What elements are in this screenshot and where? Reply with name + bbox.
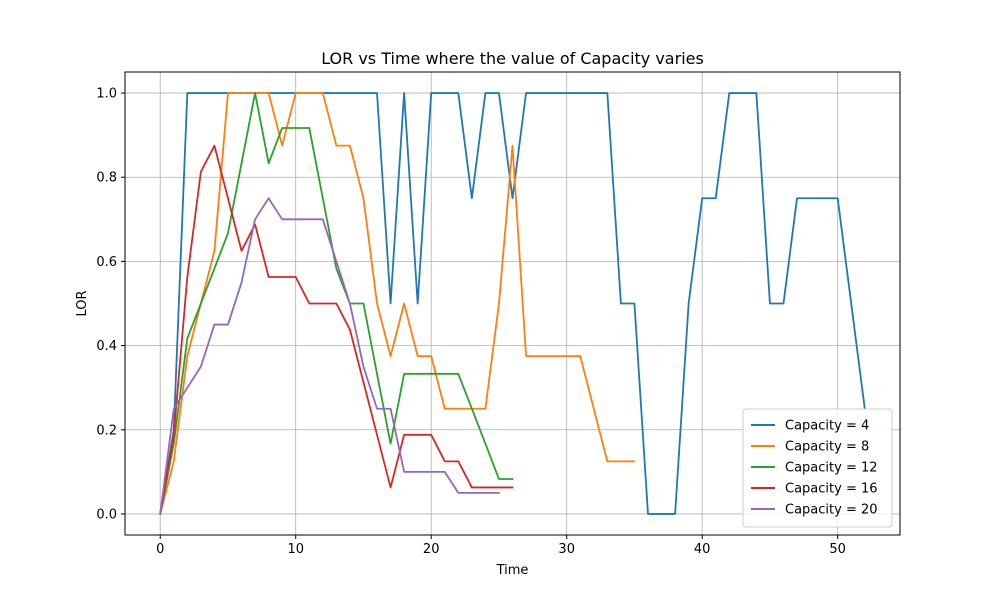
x-tick-label: 10: [287, 542, 304, 557]
legend-label-0: Capacity = 4: [785, 419, 869, 434]
series-line-1: [159, 92, 636, 516]
x-tick-label: 40: [694, 542, 711, 557]
y-tick-label: 0.0: [96, 507, 117, 522]
series-line-0: [159, 92, 866, 515]
x-tick-label: 20: [423, 542, 440, 557]
y-tick-label: 0.8: [96, 171, 117, 186]
series-line-2: [159, 92, 514, 516]
chart-title: LOR vs Time where the value of Capacity …: [321, 49, 704, 68]
y-tick-label: 0.4: [96, 339, 117, 354]
series-line-3: [159, 144, 514, 515]
legend-label-3: Capacity = 16: [785, 482, 878, 497]
series-lines: [159, 92, 866, 516]
legend-label-4: Capacity = 20: [785, 503, 878, 518]
x-axis-label: Time: [496, 563, 529, 578]
series-line-4: [159, 197, 500, 515]
y-tick-label: 0.6: [96, 255, 117, 270]
legend-label-2: Capacity = 12: [785, 461, 878, 476]
legend-label-1: Capacity = 8: [785, 440, 869, 455]
axis-ticks: 0 10 20 30 40 50 0.0 0.2 0.4 0.6 0.8 1.0: [96, 87, 846, 557]
legend: Capacity = 4 Capacity = 8 Capacity = 12 Cap…: [742, 408, 893, 528]
x-tick-label: 50: [829, 542, 846, 557]
y-tick-label: 0.2: [96, 423, 117, 438]
x-tick-label: 0: [156, 542, 164, 557]
y-axis-label: LOR: [75, 290, 90, 316]
legend-box: [742, 408, 893, 528]
x-tick-label: 30: [558, 542, 575, 557]
y-tick-label: 1.0: [96, 87, 117, 102]
plot-frame: [124, 71, 901, 536]
